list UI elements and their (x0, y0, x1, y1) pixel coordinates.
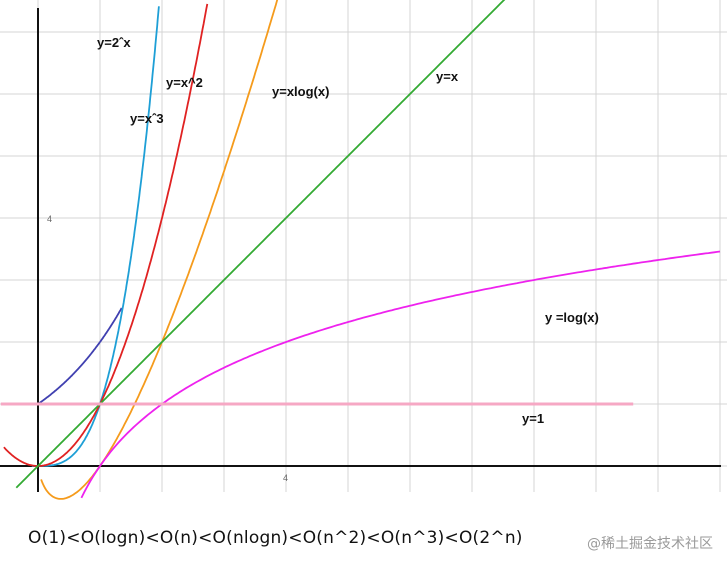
tick-label-x: 4 (283, 473, 288, 483)
tick-label-y: 4 (47, 214, 52, 224)
curve-4 (15, 0, 506, 489)
curve-0 (37, 307, 123, 405)
grid-lines (0, 0, 727, 492)
curve-5 (80, 250, 721, 499)
curve-label: y=1 (522, 411, 544, 426)
axes: 44 (0, 8, 721, 492)
complexity-order-caption: O(1)<O(logn)<O(n)<O(nlogn)<O(n^2)<O(n^3)… (28, 528, 523, 548)
curve-label: y=xˆ3 (130, 111, 164, 126)
curve-label: y=x^2 (166, 75, 203, 90)
curve-1 (31, 6, 160, 467)
curves (0, 0, 721, 500)
curve-2 (3, 3, 209, 467)
curve-label: y=xlog(x) (272, 84, 329, 99)
curve-labels: y=2ˆx y=xˆ3 y=x^2 y=xlog(x) y=x y =log(x) y=1 (97, 35, 599, 426)
watermark: @稀土掘金技术社区 (587, 536, 713, 552)
curve-label: y =log(x) (545, 310, 599, 325)
curve-label: y=x (436, 69, 459, 84)
curve-label: y=2ˆx (97, 35, 131, 50)
